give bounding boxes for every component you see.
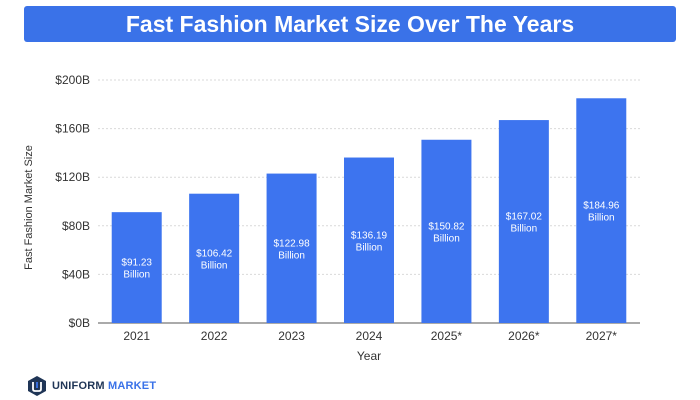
y-axis-title: Fast Fashion Market Size [23, 145, 35, 270]
bar-value-label: $136.19 [351, 230, 388, 241]
bar-unit-label: Billion [123, 270, 150, 281]
x-tick-label: 2025* [431, 329, 463, 343]
y-tick-label: $80B [62, 219, 90, 233]
bar [266, 173, 317, 323]
logo-word-uniform: UNIFORM [52, 380, 105, 392]
y-tick-label: $200B [55, 73, 90, 87]
logo-word-market: MARKET [108, 380, 157, 392]
bar [111, 212, 162, 323]
bar-value-label: $184.96 [583, 201, 620, 212]
chart-title: Fast Fashion Market Size Over The Years [125, 10, 575, 37]
uniform-market-logo-icon [28, 376, 46, 396]
bar-unit-label: Billion [278, 250, 305, 261]
bar-unit-label: Billion [588, 213, 615, 224]
bar [189, 193, 240, 323]
x-tick-label: 2026* [508, 329, 540, 343]
y-tick-label: $0B [69, 316, 90, 330]
bar-value-label: $122.98 [273, 238, 310, 249]
bar-value-label: $150.82 [428, 221, 465, 232]
bar [498, 120, 549, 323]
bar [344, 157, 394, 323]
bar-value-label: $106.42 [196, 248, 233, 259]
bar-unit-label: Billion [201, 260, 228, 271]
bar [421, 139, 472, 323]
x-tick-label: 2022 [201, 329, 228, 343]
x-tick-label: 2021 [123, 329, 150, 343]
x-tick-label: 2023 [278, 329, 305, 343]
x-tick-label: 2024 [356, 329, 383, 343]
bar-value-label: $167.02 [506, 212, 543, 223]
bar-unit-label: Billion [433, 233, 460, 244]
bar-unit-label: Billion [356, 242, 383, 253]
x-axis-title: Year [357, 349, 381, 363]
bar-value-label: $91.23 [121, 258, 152, 269]
y-tick-label: $120B [55, 170, 90, 184]
x-tick-label: 2027* [586, 329, 618, 343]
title-banner: Fast Fashion Market Size Over The Years [24, 6, 676, 42]
y-tick-label: $40B [62, 267, 90, 281]
y-tick-label: $160B [55, 122, 90, 136]
bar-unit-label: Billion [511, 224, 538, 235]
brand-logo: UNIFORM MARKET [28, 376, 156, 396]
bar [576, 98, 627, 324]
